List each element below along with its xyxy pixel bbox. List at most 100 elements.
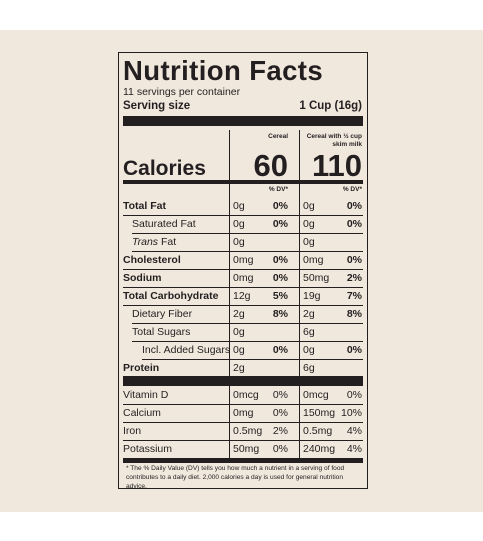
vitamins-milk-dv: 0%	[346, 389, 362, 401]
nutrients-name: Trans Fat	[132, 235, 176, 249]
footnote-divider	[123, 458, 363, 463]
nutrients-name-prefix: Trans	[132, 236, 159, 248]
vitamins-cereal-dv: 0%	[272, 389, 288, 401]
nutrients-name-text: Fat	[160, 236, 177, 248]
nutrients-cereal-amount: 0g	[233, 326, 245, 338]
nutrients-cereal-amount: 0mg	[233, 272, 254, 284]
nutrients-cereal-amount: 2g	[233, 308, 245, 320]
row-divider	[132, 232, 363, 234]
daily-value-footnote: * The % Daily Value (DV) tells you how m…	[126, 465, 345, 490]
nutrients-row: Cholesterol 0mg 0% 0mg 0%	[123, 251, 363, 270]
vitamins-row: Vitamin D 0mcg 0% 0mcg 0%	[123, 386, 363, 405]
nutrients-milk-amount: 0g	[303, 200, 315, 212]
row-divider	[132, 250, 363, 252]
vitamins-row: Iron 0.5mg 2% 0.5mg 4%	[123, 422, 363, 441]
nutrients-name-text: Incl. Added Sugars	[142, 344, 231, 356]
serving-size-value: 1 Cup (16g)	[299, 100, 362, 112]
vitamins-cereal-dv: 2%	[272, 425, 288, 437]
row-divider	[142, 358, 363, 360]
nutrients-milk-dv: 0%	[346, 200, 362, 212]
nutrients-name: Protein	[123, 361, 159, 375]
calories-with-milk-value: 110	[311, 148, 362, 183]
nutrients-row: Sodium 0mg 0% 50mg 2%	[123, 269, 363, 288]
nutrients-cereal-dv: 0%	[272, 254, 288, 266]
vitamins-milk-amount: 240mg	[303, 443, 336, 455]
dv-header-with-milk: % DV*	[342, 186, 362, 193]
nutrients-cereal-amount: 2g	[233, 362, 245, 374]
nutrients-cereal-amount: 0g	[233, 344, 245, 356]
vitamins-cereal-dv: 0%	[272, 407, 288, 419]
vitamins-name: Iron	[123, 424, 141, 438]
nutrients-row: Total Sugars 0g 6g	[123, 323, 363, 342]
vitamins-row: Potassium 50mg 0% 240mg 4%	[123, 440, 363, 459]
nutrients-name: Dietary Fiber	[132, 307, 192, 321]
nutrients-row: Incl. Added Sugars 0g 0% 0g 0%	[123, 341, 363, 360]
vitamins-row: Calcium 0mg 0% 150mg 10%	[123, 404, 363, 423]
nutrients-name: Incl. Added Sugars	[142, 343, 230, 357]
nutrients-milk-dv: 2%	[346, 272, 362, 284]
nutrients-name: Total Sugars	[132, 325, 190, 339]
nutrients-row: Total Carbohydrate 12g 5% 19g 7%	[123, 287, 363, 306]
nutrients-milk-dv: 0%	[346, 344, 362, 356]
nutrients-milk-amount: 0g	[303, 236, 315, 248]
nutrients-row: Total Fat 0g 0% 0g 0%	[123, 197, 363, 216]
nutrients-name-text: Total Fat	[123, 200, 166, 212]
nutrients-cereal-dv: 0%	[272, 344, 288, 356]
servings-per-container: 11 servings per container	[123, 86, 241, 98]
nutrients-milk-amount: 0mg	[303, 254, 324, 266]
nutrients-name: Saturated Fat	[132, 217, 196, 231]
vitamins-cereal-amount: 0.5mg	[233, 425, 263, 437]
nutrients-row: Trans Fat 0g 0g	[123, 233, 363, 252]
nutrition-facts-label: Nutrition Facts 11 servings per containe…	[118, 52, 368, 490]
row-divider	[123, 214, 363, 216]
nutrients-milk-dv: 0%	[346, 254, 362, 266]
vitamins-milk-dv: 4%	[346, 443, 362, 455]
row-divider	[123, 421, 363, 423]
medium-divider	[123, 180, 363, 184]
row-divider	[123, 304, 363, 306]
calories-label: Calories	[123, 157, 206, 180]
row-divider	[123, 439, 363, 441]
vitamins-cereal-dv: 0%	[272, 443, 288, 455]
nutrients-name-text: Total Carbohydrate	[123, 290, 219, 302]
nutrients-milk-amount: 50mg	[303, 272, 330, 284]
nutrients-cereal-dv: 5%	[272, 290, 288, 302]
column-separator-2	[299, 130, 300, 458]
nutrients-name-text: Saturated Fat	[132, 218, 196, 230]
nutrients-cereal-amount: 0g	[233, 200, 245, 212]
vitamins-milk-dv: 10%	[340, 407, 362, 419]
thick-divider	[123, 116, 363, 126]
nutrients-row: Protein 2g 6g	[123, 359, 363, 378]
vitamin-divider	[123, 376, 363, 386]
nutrients-name-text: Dietary Fiber	[132, 308, 193, 320]
vitamins-milk-amount: 0.5mg	[303, 425, 333, 437]
nutrients-milk-dv: 0%	[346, 218, 362, 230]
vitamins-milk-amount: 150mg	[303, 407, 336, 419]
nutrients-row: Saturated Fat 0g 0% 0g 0%	[123, 215, 363, 234]
nutrients-name-text: Protein	[123, 362, 160, 374]
column-header-with-milk-line2: skim milk	[332, 141, 362, 148]
nutrients-cereal-dv: 0%	[272, 200, 288, 212]
vitamins-name: Calcium	[123, 406, 161, 420]
nutrients-name: Total Fat	[123, 199, 166, 213]
nutrients-cereal-amount: 0g	[233, 218, 245, 230]
column-header-cereal: Cereal	[268, 133, 288, 140]
vitamins-name: Vitamin D	[123, 388, 168, 402]
nutrients-name-text: Total Sugars	[132, 326, 191, 338]
vitamins-milk-dv: 4%	[346, 425, 362, 437]
nutrients-milk-amount: 0g	[303, 344, 315, 356]
vitamins-cereal-amount: 50mg	[233, 443, 260, 455]
nutrients-name: Sodium	[123, 271, 162, 285]
nutrients-milk-amount: 0g	[303, 218, 315, 230]
serving-size-label: Serving size	[123, 100, 191, 112]
column-separator-1	[229, 130, 230, 458]
vitamins-name-text: Iron	[123, 425, 142, 437]
nutrients-cereal-amount: 0mg	[233, 254, 254, 266]
vitamins-milk-amount: 0mcg	[303, 389, 329, 401]
nutrients-milk-amount: 19g	[303, 290, 321, 302]
vitamins-name-text: Vitamin D	[123, 389, 169, 401]
nutrients-name-text: Cholesterol	[123, 254, 181, 266]
nutrients-name: Cholesterol	[123, 253, 181, 267]
calories-cereal-value: 60	[253, 148, 288, 183]
nutrients-milk-dv: 8%	[346, 308, 362, 320]
